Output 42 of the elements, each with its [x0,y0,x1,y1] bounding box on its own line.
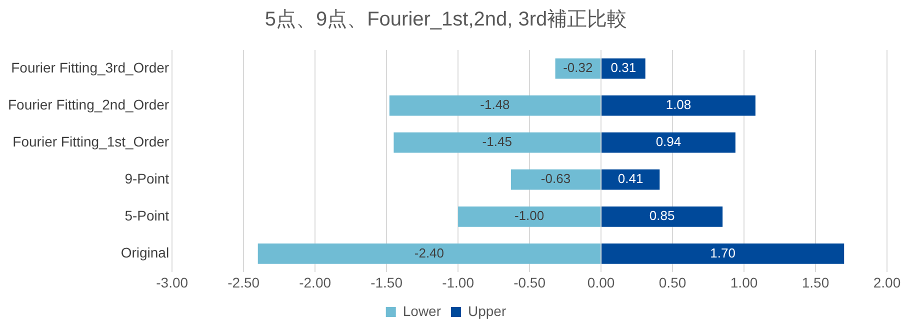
chart-title: 5点、9点、Fourier_1st,2nd, 3rd補正比較 [264,8,628,31]
x-tick-label: -2.50 [228,274,260,290]
data-label: -1.48 [480,97,510,112]
data-label: -0.32 [563,60,593,76]
bar [458,206,601,227]
data-label: 1.08 [666,97,692,112]
bar [258,244,601,264]
y-tick-label: Fourier Fitting_3rd_Order [11,59,170,76]
legend-label: Lower [402,302,442,319]
y-tick-label: 5-Point [124,208,170,224]
bar [602,95,756,116]
x-tick-label: 0.00 [587,274,615,290]
y-tick-label: Fourier Fitting_2nd_Order [8,96,170,112]
bar [602,244,844,264]
data-label: -1.45 [482,134,512,150]
data-label: 0.31 [610,60,636,76]
data-label: -0.63 [540,171,571,186]
data-label: 0.85 [649,208,675,224]
bar [602,206,723,227]
x-tick-label: -1.00 [442,274,474,290]
y-tick-label: Original [120,244,170,261]
data-label: 0.41 [618,171,644,186]
data-label: 0.94 [656,134,682,150]
x-tick-label: 1.00 [730,274,758,290]
x-tick-label: 2.00 [873,274,901,290]
data-label: -1.00 [514,208,544,224]
bar [510,169,601,190]
bar [602,169,660,190]
x-tick-label: -3.00 [156,274,188,290]
bar [394,132,601,153]
x-tick-label: -0.50 [514,274,546,290]
bar [602,132,736,153]
x-tick-label: 1.50 [802,274,830,290]
data-label: -2.40 [414,245,444,260]
y-tick-label: 9-Point [124,170,170,186]
legend-label: Upper [468,302,506,319]
x-tick-label: -1.50 [370,274,403,290]
x-tick-label: 0.50 [658,274,686,290]
y-tick-label: Fourier Fitting_1st_Order [12,133,170,150]
x-tick-label: -2.00 [299,274,332,290]
data-label: 1.70 [710,245,736,260]
bar [389,95,601,116]
